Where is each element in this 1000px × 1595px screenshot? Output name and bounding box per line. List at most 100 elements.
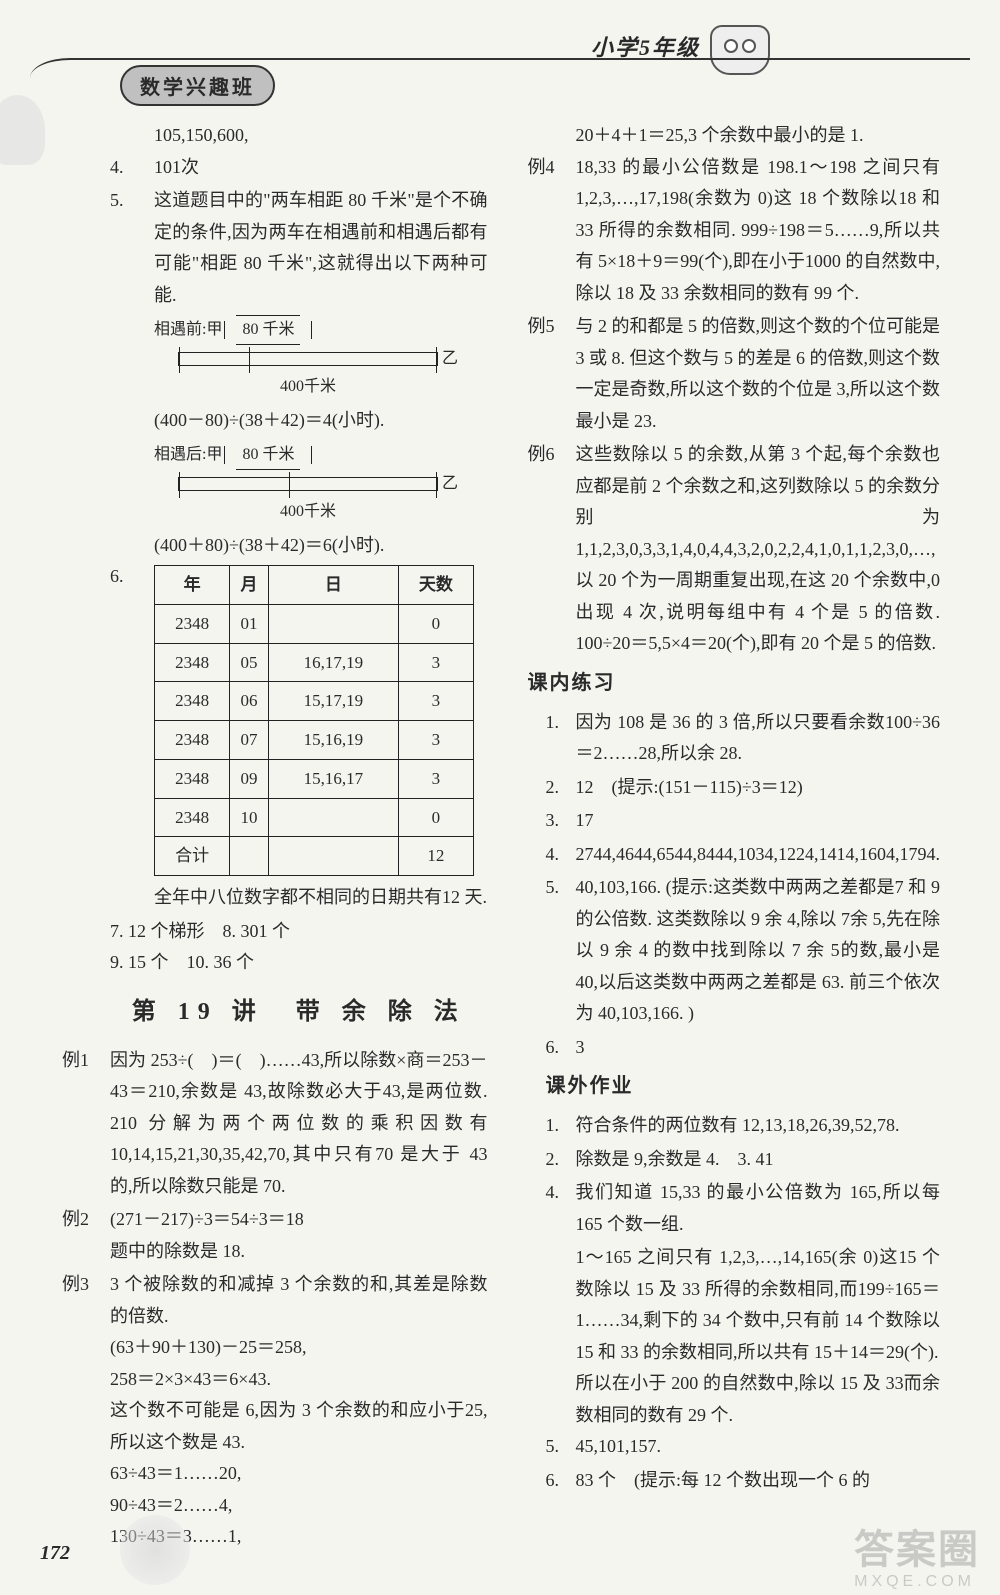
text-line: 这个数不可能是 6,因为 3 个余数的和应小于25,所以这个数是 43. — [110, 1395, 488, 1458]
right-column: 20＋4＋1＝25,3 个余数中最小的是 1. 例4 18,33 的最小公倍数是… — [518, 120, 951, 1555]
example-number: 例4 — [528, 152, 576, 310]
distance-bar — [178, 352, 438, 366]
item-body: 17 — [576, 805, 941, 837]
item-number: 2. — [546, 1144, 576, 1176]
table-cell: 15,16,17 — [268, 759, 398, 798]
segment-label: 80 千米 — [236, 315, 300, 345]
table-header: 日 — [268, 566, 398, 605]
problem-item: 7. 12 个梯形 8. 301 个 — [110, 916, 488, 948]
item-number: 1. — [546, 1110, 576, 1142]
example-item: 例5 与 2 的和都是 5 的倍数,则这个数的个位可能是 3 或 8. 但这个数… — [528, 311, 941, 437]
text-line: 63÷43＝1……20, — [110, 1458, 488, 1490]
left-column: 105,150,600, 4. 101次 5. 这道题目中的"两车相距 80 千… — [50, 120, 488, 1555]
item-body: 因为 108 是 36 的 3 倍,所以只要看余数100÷36＝2……28,所以… — [576, 707, 941, 770]
problem-item: 6. 83 个 (提示:每 12 个数出现一个 6 的 — [528, 1465, 941, 1497]
item-body: 45,101,157. — [576, 1431, 941, 1463]
table-cell: 合计 — [155, 837, 230, 876]
example-number: 例5 — [528, 311, 576, 437]
diagram-label: 乙 — [442, 345, 458, 373]
item-body: 符合条件的两位数有 12,13,18,26,39,52,78. — [576, 1110, 941, 1142]
item-body: 2744,4644,6544,8444,1034,1224,1414,1604,… — [576, 839, 941, 871]
problem-item: 4. 我们知道 15,33 的最小公倍数为 165,所以每 165 个数一组. — [528, 1177, 941, 1240]
table-cell: 01 — [230, 604, 269, 643]
text-line: (63＋90＋130)－25＝258, — [110, 1332, 488, 1364]
item-body: 83 个 (提示:每 12 个数出现一个 6 的 — [576, 1465, 941, 1497]
diagram-caption: 400千米 — [178, 498, 438, 526]
segment-label: 80 千米 — [236, 441, 300, 470]
example-body: 因为 253÷( )＝( )……43,所以除数×商＝253－43＝210,余数是… — [110, 1045, 488, 1203]
item-number: 3. — [546, 805, 576, 837]
diagram-caption: 400千米 — [178, 373, 438, 401]
table-cell: 05 — [230, 643, 269, 682]
item-body: 我们知道 15,33 的最小公倍数为 165,所以每 165 个数一组. — [576, 1177, 941, 1240]
table-cell: 0 — [398, 604, 473, 643]
table-cell: 16,17,19 — [268, 643, 398, 682]
table-cell: 2348 — [155, 798, 230, 837]
example-body: 18,33 的最小公倍数是 198.1～198 之间只有1,2,3,…,17,1… — [576, 152, 941, 310]
table-cell — [268, 604, 398, 643]
table-cell — [230, 837, 269, 876]
problem-item: 2. 除数是 9,余数是 4. 3. 41 — [528, 1144, 941, 1176]
table-cell: 09 — [230, 759, 269, 798]
problem-item: 4. 101次 — [110, 152, 488, 184]
problem-item: 4. 2744,4644,6544,8444,1034,1224,1414,16… — [528, 839, 941, 871]
item-body: 这道题目中的"两车相距 80 千米"是个不确定的条件,因为两车在相遇前和相遇后都… — [154, 185, 488, 311]
text-line: 20＋4＋1＝25,3 个余数中最小的是 1. — [528, 120, 941, 152]
watermark: 答案圈 — [854, 1517, 980, 1575]
equation: (400＋80)÷(38＋42)＝6(小时). — [110, 530, 488, 562]
page-number: 172 — [40, 1542, 70, 1565]
subsection-title: 课外作业 — [528, 1069, 941, 1104]
item-number: 5. — [546, 1431, 576, 1463]
table-cell: 3 — [398, 759, 473, 798]
problem-item: 5. 40,103,166. (提示:这类数中两两之差都是7 和 9 的公倍数.… — [528, 872, 941, 1030]
example-item: 例1 因为 253÷( )＝( )……43,所以除数×商＝253－43＝210,… — [62, 1045, 488, 1203]
example-number: 例3 — [62, 1269, 110, 1553]
table-cell: 2348 — [155, 721, 230, 760]
date-table: 年 月 日 天数 2348010 23480516,17,193 2348061… — [154, 565, 474, 876]
text-line: 全年中八位数字都不相同的日期共有12 天. — [154, 882, 488, 914]
example-body: 这些数除以 5 的余数,从第 3 个起,每个余数也应都是前 2 个余数之和,这列… — [576, 439, 941, 660]
text-line: (271－217)÷3＝54÷3＝18 — [110, 1204, 488, 1236]
item-number: 4. — [110, 152, 154, 184]
text-line: 258＝2×3×43＝6×43. — [110, 1364, 488, 1396]
example-number: 例6 — [528, 439, 576, 660]
example-number: 例1 — [62, 1045, 110, 1203]
item-body: 除数是 9,余数是 4. 3. 41 — [576, 1144, 941, 1176]
item-number: 5. — [110, 185, 154, 311]
table-cell: 06 — [230, 682, 269, 721]
table-cell: 3 — [398, 682, 473, 721]
table-cell: 3 — [398, 643, 473, 682]
problem-item: 9. 15 个 10. 36 个 — [110, 947, 488, 979]
table-cell: 0 — [398, 798, 473, 837]
item-number: 2. — [546, 772, 576, 804]
table-header: 天数 — [398, 566, 473, 605]
table-cell: 2348 — [155, 604, 230, 643]
item-number: 5. — [546, 872, 576, 1030]
table-cell: 15,16,19 — [268, 721, 398, 760]
example-item: 例4 18,33 的最小公倍数是 198.1～198 之间只有1,2,3,…,1… — [528, 152, 941, 310]
table-cell: 07 — [230, 721, 269, 760]
text-line: 1～165 之间只有 1,2,3,…,14,165(余 0)这15 个数除以 1… — [528, 1242, 941, 1368]
table-cell: 10 — [230, 798, 269, 837]
example-item: 例6 这些数除以 5 的余数,从第 3 个起,每个余数也应都是前 2 个余数之和… — [528, 439, 941, 660]
problem-item: 5. 这道题目中的"两车相距 80 千米"是个不确定的条件,因为两车在相遇前和相… — [110, 185, 488, 311]
table-cell: 15,17,19 — [268, 682, 398, 721]
page-header: 小学5年级 数学兴趣班 — [50, 30, 950, 110]
example-item: 例3 3 个被除数的和减掉 3 个余数的和,其差是除数的倍数. (63＋90＋1… — [62, 1269, 488, 1553]
problem-item: 1. 因为 108 是 36 的 3 倍,所以只要看余数100÷36＝2……28… — [528, 707, 941, 770]
table-cell: 12 — [398, 837, 473, 876]
diagram-after: 相遇后:甲 80 千米 乙 400千米 — [110, 441, 488, 526]
problem-item: 6. 年 月 日 天数 2348010 23480516,17,193 2348… — [110, 561, 488, 914]
text-line: 105,150,600, — [110, 120, 488, 152]
diagram-label: 相遇后:甲 — [154, 441, 222, 469]
subject-badge: 数学兴趣班 — [120, 65, 275, 106]
item-number: 1. — [546, 707, 576, 770]
item-body: 12 (提示:(151－115)÷3＝12) — [576, 772, 941, 804]
problem-item: 3. 17 — [528, 805, 941, 837]
example-item: 例2 (271－217)÷3＝54÷3＝18 题中的除数是 18. — [62, 1204, 488, 1267]
example-number: 例2 — [62, 1204, 110, 1267]
problem-item: 2. 12 (提示:(151－115)÷3＝12) — [528, 772, 941, 804]
section-title: 第 19 讲 带 余 除 法 — [110, 991, 488, 1033]
item-number: 6. — [546, 1465, 576, 1497]
item-number: 4. — [546, 839, 576, 871]
